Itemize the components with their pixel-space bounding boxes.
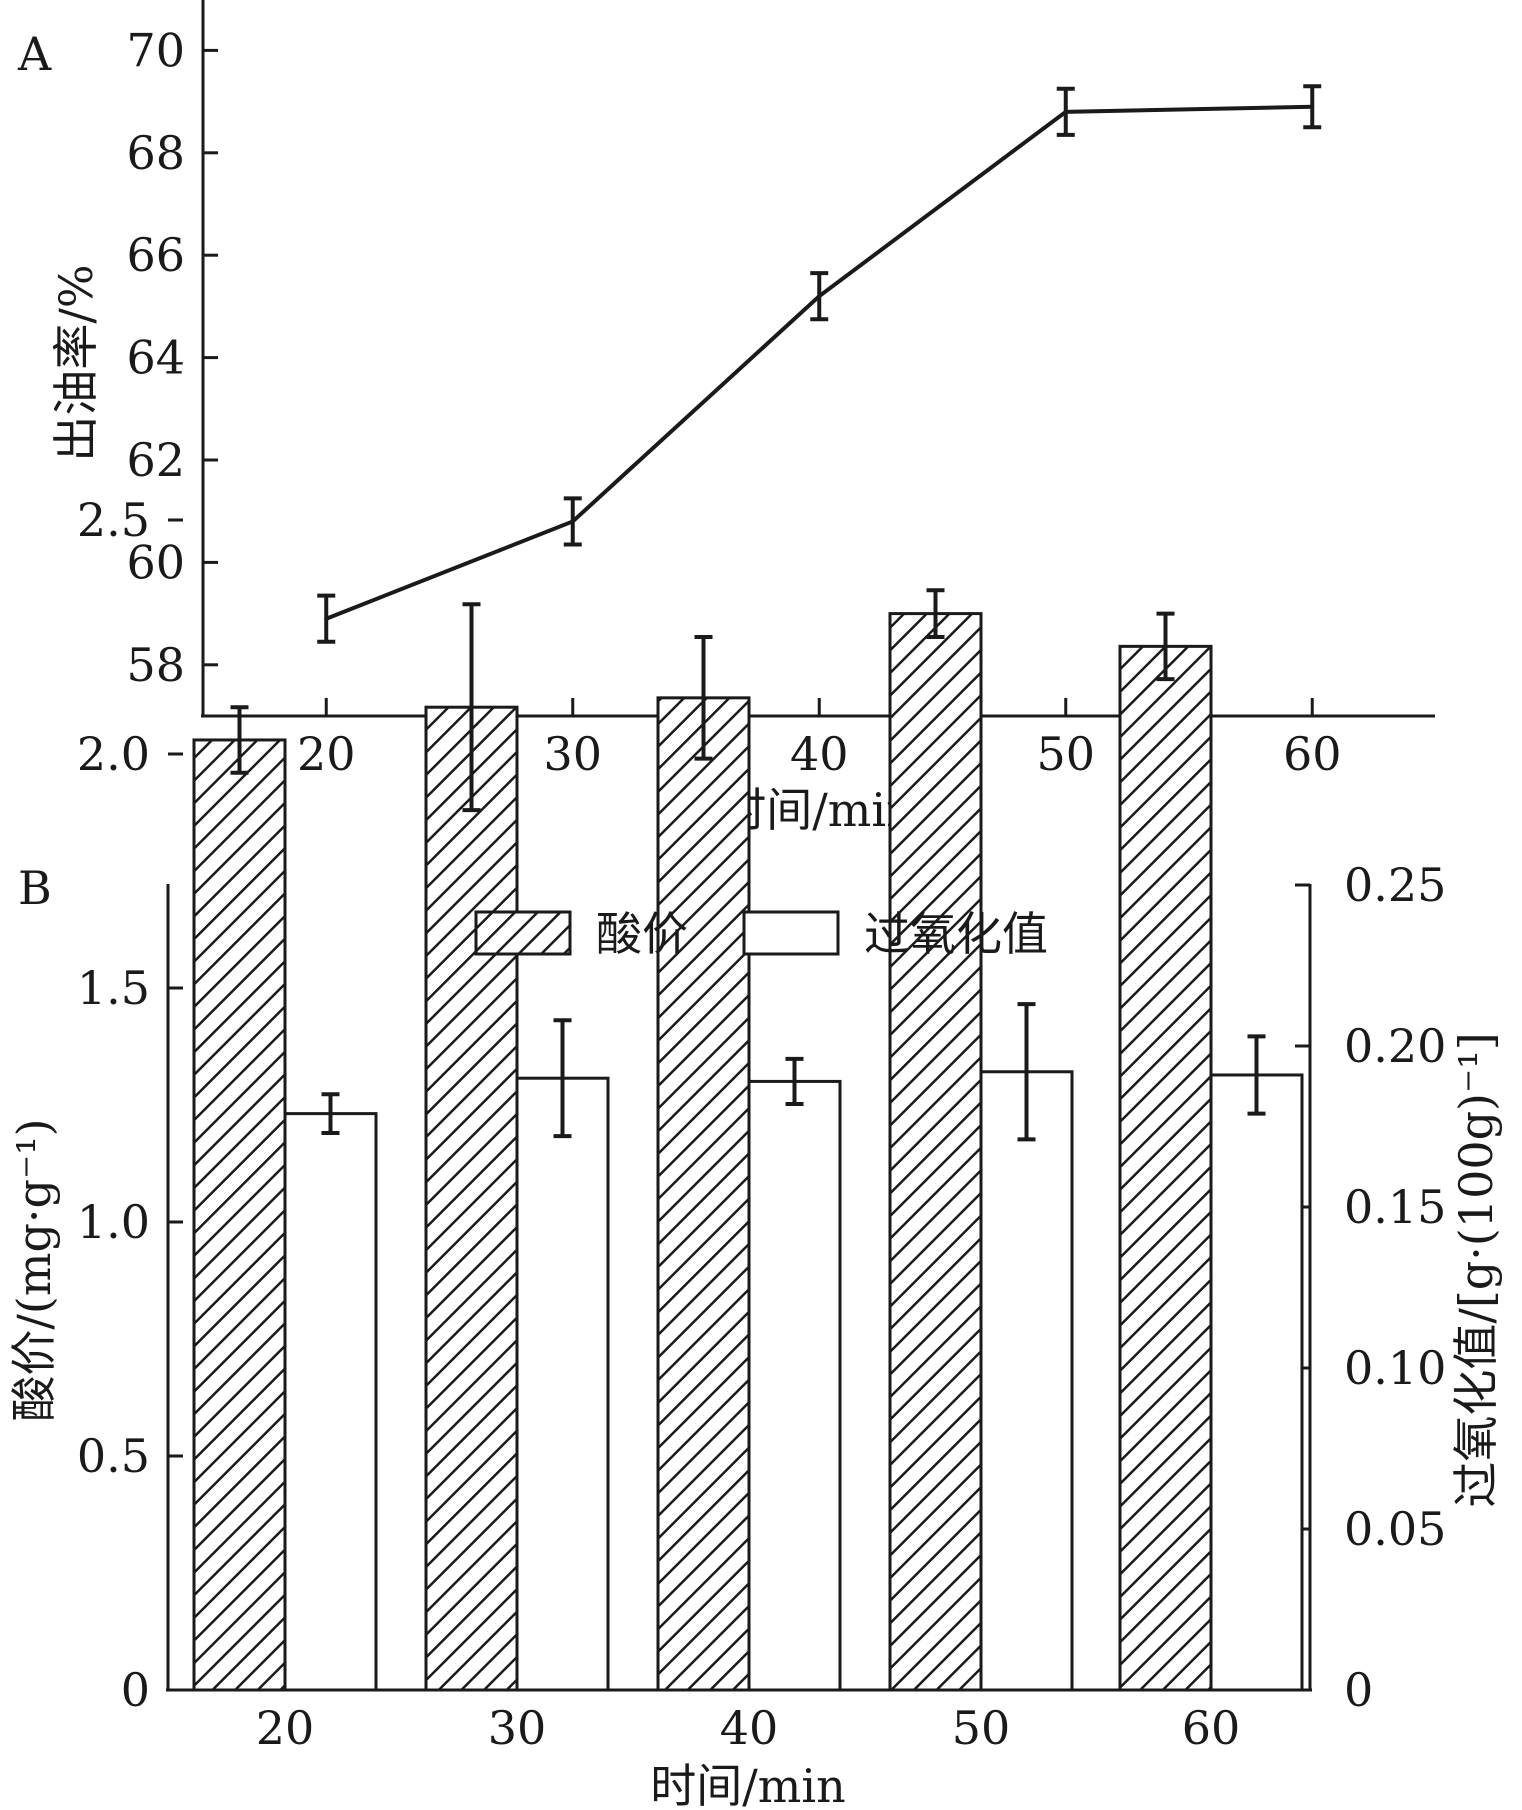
right-y-tick-label: 0.20 xyxy=(1344,1019,1446,1073)
panel-a-x-ticks: 20 30 40 50 60 xyxy=(297,698,1342,781)
x-tick-label: 40 xyxy=(720,1701,779,1755)
error-bar xyxy=(1303,84,1322,130)
y-tick-label: 60 xyxy=(126,535,185,589)
bar-acid-value xyxy=(888,612,983,1692)
right-y-tick-label: 0 xyxy=(1344,1663,1373,1717)
left-y-tick-label: 0 xyxy=(121,1663,150,1717)
error-bar xyxy=(1056,86,1075,137)
error-bar xyxy=(563,496,582,547)
data-point xyxy=(1063,109,1068,114)
bar-acid-value xyxy=(1118,644,1213,1692)
panel-a-label: A xyxy=(17,27,52,81)
data-point xyxy=(817,294,822,299)
y-tick-label: 62 xyxy=(126,433,185,487)
legend-swatch-hatched xyxy=(474,910,572,956)
panel-b-right-y-ticks: 0 0.05 0.10 0.15 0.20 0.25 xyxy=(1295,858,1446,1717)
left-y-tick-label: 1.0 xyxy=(77,1195,150,1249)
bar-acid-value xyxy=(656,696,751,1692)
legend-swatch-open xyxy=(742,910,840,956)
left-y-tick-label: 0.5 xyxy=(77,1429,150,1483)
panel-a: A 58 60 62 64 66 68 70 20 30 40 50 60 时间/min 出油率/% xyxy=(17,0,1435,837)
error-bar xyxy=(810,271,829,322)
left-y-tick-label: 2.0 xyxy=(77,727,150,781)
panel-b-x-ticks: 20 30 40 50 60 xyxy=(256,1701,1241,1755)
bar-peroxide-value xyxy=(747,1079,842,1692)
right-y-tick-label: 0.15 xyxy=(1344,1180,1446,1234)
left-y-tick-label: 1.5 xyxy=(77,961,150,1015)
bar-group xyxy=(656,635,842,1692)
bar-peroxide-value xyxy=(979,1070,1074,1692)
right-y-tick-label: 0.25 xyxy=(1344,858,1446,912)
panel-a-y-ticks: 58 60 62 64 66 68 70 xyxy=(126,23,218,692)
y-tick-label: 70 xyxy=(126,23,185,77)
x-tick-label: 20 xyxy=(297,727,356,781)
data-point xyxy=(324,616,329,621)
bar-group xyxy=(424,602,610,1692)
bar-peroxide-value xyxy=(515,1076,610,1692)
x-tick-label: 60 xyxy=(1182,1701,1241,1755)
x-tick-label: 50 xyxy=(1036,727,1095,781)
series-line xyxy=(325,104,1313,621)
x-tick-label: 20 xyxy=(256,1701,315,1755)
panel-b-right-y-axis-title: 过氧化值/[g·(100g)⁻¹] xyxy=(1449,1032,1503,1507)
panel-a-series xyxy=(317,84,1322,644)
right-y-tick-label: 0.05 xyxy=(1344,1502,1446,1556)
panel-a-y-axis-title: 出油率/% xyxy=(49,264,103,461)
left-y-tick-label: 2.5 xyxy=(77,493,150,547)
y-tick-label: 66 xyxy=(126,228,185,282)
x-tick-label: 40 xyxy=(790,727,849,781)
x-tick-label: 30 xyxy=(488,1701,547,1755)
panel-b-bars xyxy=(192,588,1304,1692)
x-tick-label: 30 xyxy=(543,727,602,781)
bar-acid-value xyxy=(192,738,287,1692)
y-tick-label: 64 xyxy=(126,331,185,385)
panel-b-label: B xyxy=(18,861,52,915)
panel-b-left-y-ticks: 0 0.5 1.0 1.5 2.0 2.5 xyxy=(77,493,183,1717)
bar-group xyxy=(1118,611,1304,1692)
panel-b-left-y-axis-title: 酸价/(mg·g⁻¹) xyxy=(7,1118,61,1421)
right-y-tick-label: 0.10 xyxy=(1344,1341,1446,1395)
data-point xyxy=(570,519,575,524)
bar-peroxide-value xyxy=(283,1112,378,1692)
legend-label-acid-value: 酸价 xyxy=(596,907,688,961)
bar-group xyxy=(888,588,1074,1692)
error-bar xyxy=(317,593,336,644)
bar-peroxide-value xyxy=(1209,1073,1304,1692)
bar-group xyxy=(192,705,378,1692)
panel-b-x-axis-title: 时间/min xyxy=(650,1759,845,1810)
x-tick-label: 60 xyxy=(1283,727,1342,781)
bar-acid-value xyxy=(424,705,519,1692)
y-tick-label: 58 xyxy=(126,638,185,692)
panel-a-x-axis-title: 时间/min xyxy=(720,783,915,837)
panel-b: B 0 0.5 1.0 1.5 2.0 2.5 0 0.05 0.10 0.15 0.20 0.25… xyxy=(7,493,1503,1810)
y-tick-label: 68 xyxy=(126,126,185,180)
data-point xyxy=(1310,104,1315,109)
legend-label-peroxide-value: 过氧化值 xyxy=(864,907,1048,961)
x-tick-label: 50 xyxy=(952,1701,1011,1755)
panel-b-legend: 酸价 过氧化值 xyxy=(474,907,1048,961)
